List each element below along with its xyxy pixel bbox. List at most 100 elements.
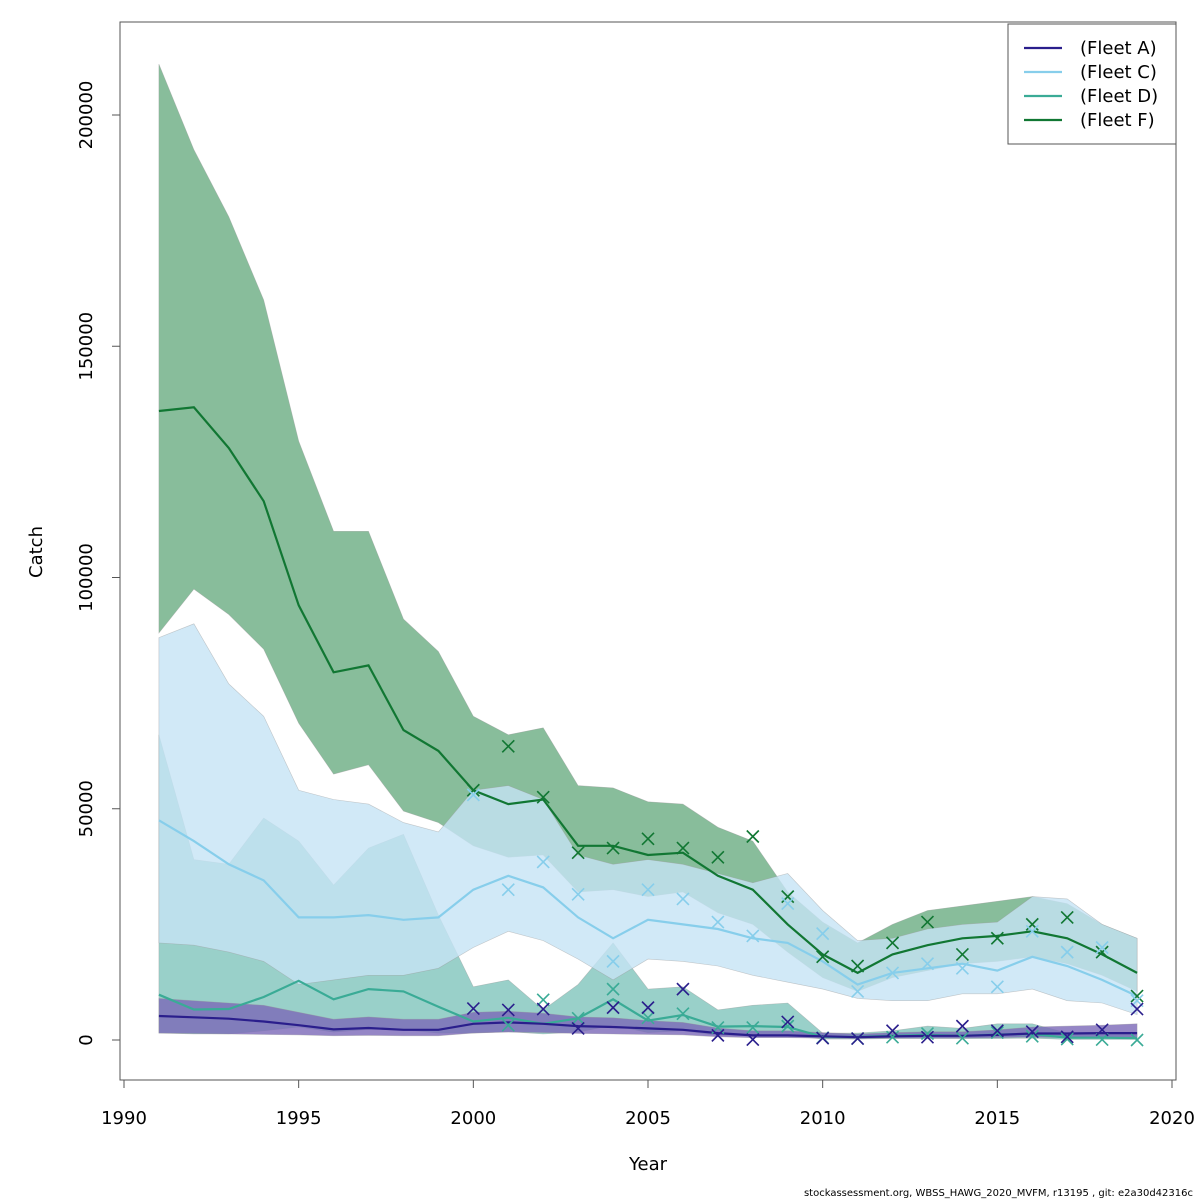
observation-fleet-f	[1095, 945, 1109, 959]
observation-fleet-a	[781, 1015, 795, 1029]
observation-fleet-f	[885, 936, 900, 950]
observation-fleet-c	[466, 788, 480, 802]
observation-fleet-f	[1130, 989, 1144, 1003]
observation-fleet-c	[606, 954, 620, 968]
fit-lines	[158, 406, 1138, 1040]
observation-fleet-c	[990, 980, 1004, 994]
observation-fleet-c	[501, 883, 515, 897]
observation-fleet-d	[955, 1031, 969, 1045]
observation-fleet-a	[1025, 1025, 1039, 1039]
legend-item-fleet-c: (Fleet C)	[1024, 62, 1157, 83]
observation-fleet-a	[501, 1003, 515, 1017]
observation-fleet-d	[885, 1030, 900, 1044]
observation-fleet-a	[1095, 1023, 1109, 1037]
observation-fleet-f	[501, 739, 515, 753]
confidence-bands	[158, 63, 1138, 1040]
observation-fleet-d	[536, 993, 550, 1007]
observation-fleet-d	[781, 1019, 795, 1033]
x-tick-label: 1990	[101, 1108, 147, 1129]
observation-fleet-c	[1025, 924, 1039, 938]
observation-fleet-f	[676, 841, 690, 855]
y-tick-label: 200000	[76, 81, 97, 150]
observation-fleet-f	[990, 931, 1004, 945]
observation-fleet-d	[501, 1018, 515, 1032]
legend-box	[1007, 23, 1177, 145]
observation-fleet-a	[990, 1024, 1004, 1038]
observation-fleet-c	[955, 961, 969, 975]
observation-fleet-f	[536, 790, 550, 804]
observation-fleet-a	[1130, 1002, 1144, 1016]
observation-fleet-a	[746, 1032, 760, 1047]
x-tick-label: 2020	[1149, 1108, 1195, 1129]
observation-fleet-a	[1060, 1030, 1074, 1044]
band-fleet-c	[158, 623, 1138, 1016]
observation-fleet-a	[536, 1002, 550, 1016]
observation-fleet-d	[1025, 1029, 1039, 1043]
observation-fleet-a	[711, 1028, 725, 1042]
observation-fleet-c	[1060, 945, 1074, 959]
observation-fleet-c	[816, 927, 830, 941]
x-axis-title: Year	[628, 1154, 668, 1175]
observation-fleet-a	[606, 1001, 620, 1015]
observation-fleet-a	[816, 1031, 830, 1045]
legend-label: (Fleet F)	[1080, 110, 1155, 131]
fit-line-fleet-f	[158, 406, 1138, 975]
observation-fleet-c	[781, 896, 795, 911]
observation-fleet-c	[920, 957, 935, 971]
y-axis-title: Catch	[26, 526, 47, 578]
observation-fleet-f	[571, 846, 585, 860]
observation-fleet-f	[641, 832, 655, 846]
observation-fleet-c	[676, 892, 690, 906]
x-tick-label: 2010	[800, 1108, 846, 1129]
observation-fleet-a	[920, 1030, 935, 1044]
x-tick-label: 2015	[974, 1108, 1020, 1129]
footer-credit: stockassessment.org, WBSS_HAWG_2020_MVFM…	[804, 1188, 1193, 1199]
observation-fleet-d	[920, 1026, 935, 1041]
observation-fleet-f	[955, 947, 969, 962]
observation-fleet-c	[571, 887, 585, 901]
legend-label: (Fleet C)	[1080, 62, 1157, 83]
observation-markers	[466, 739, 1144, 1047]
observation-fleet-d	[746, 1020, 760, 1035]
y-axis: 0 50000 100000 150000 200000	[76, 81, 120, 1046]
observation-fleet-c	[851, 984, 865, 999]
legend-label: (Fleet D)	[1080, 86, 1158, 107]
observation-fleet-c	[746, 929, 760, 943]
observation-fleet-f	[851, 959, 865, 973]
observation-fleet-f	[711, 850, 725, 864]
observation-fleet-a	[955, 1019, 969, 1033]
observation-fleet-d	[641, 1011, 655, 1025]
y-tick-label: 150000	[76, 312, 97, 381]
observation-fleet-a	[851, 1032, 865, 1046]
x-axis: 1990 1995 2000 2005 2010 2015 2020	[101, 1079, 1195, 1129]
observation-fleet-d	[1130, 1033, 1144, 1047]
y-tick-label: 50000	[76, 780, 97, 837]
observation-fleet-c	[885, 966, 900, 980]
observation-fleet-f	[816, 950, 830, 964]
observation-fleet-c	[641, 883, 655, 897]
x-tick-label: 2000	[450, 1108, 496, 1129]
observation-fleet-f	[466, 783, 480, 797]
legend-label: (Fleet A)	[1080, 38, 1157, 59]
legend: (Fleet A) (Fleet C) (Fleet D) (Fleet F)	[1007, 23, 1177, 145]
observation-fleet-d	[676, 1007, 690, 1021]
legend-item-fleet-d: (Fleet D)	[1024, 86, 1158, 107]
observation-fleet-a	[885, 1024, 900, 1038]
observation-fleet-d	[1060, 1032, 1074, 1046]
observation-fleet-d	[571, 1011, 585, 1025]
observation-fleet-a	[641, 1001, 655, 1015]
observation-fleet-f	[606, 841, 620, 855]
observation-fleet-f	[920, 915, 935, 929]
x-tick-label: 1995	[276, 1108, 322, 1129]
observation-fleet-a	[466, 1001, 480, 1016]
legend-item-fleet-a: (Fleet A)	[1024, 38, 1157, 59]
observation-fleet-d	[1095, 1032, 1109, 1047]
observation-fleet-c	[1095, 940, 1109, 955]
y-tick-label: 0	[76, 1034, 97, 1045]
fit-line-fleet-c	[158, 819, 1138, 998]
observation-fleet-c	[711, 915, 725, 929]
observation-fleet-f	[1060, 910, 1074, 925]
observation-fleet-d	[606, 982, 620, 996]
observation-fleet-c	[536, 855, 550, 869]
